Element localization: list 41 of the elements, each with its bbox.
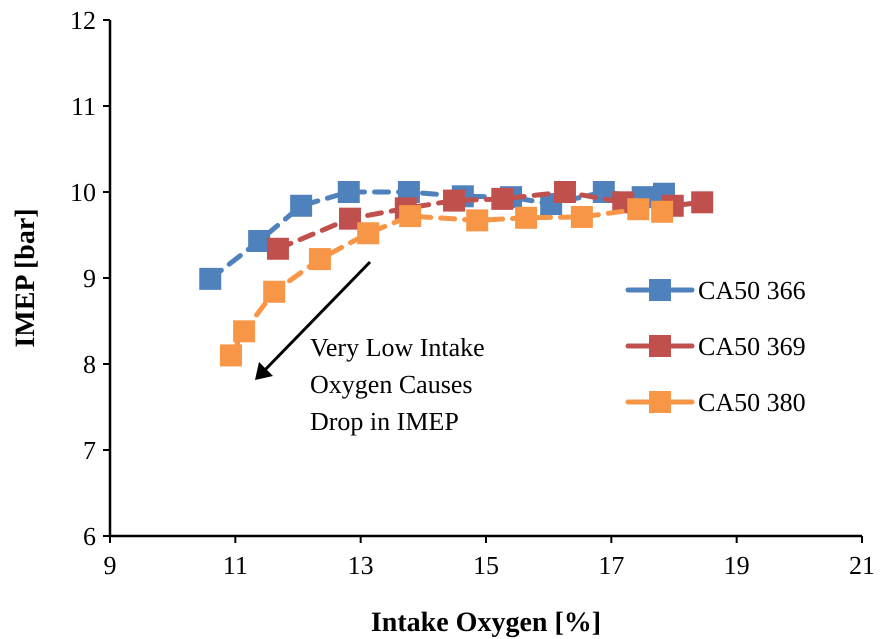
point bbox=[491, 188, 514, 210]
x-tick-label: 13 bbox=[348, 551, 374, 580]
point bbox=[443, 190, 466, 212]
y-tick-label: 10 bbox=[70, 178, 96, 208]
point bbox=[466, 209, 488, 232]
point bbox=[357, 222, 380, 244]
point bbox=[199, 268, 222, 290]
point bbox=[233, 320, 256, 342]
point bbox=[263, 280, 286, 303]
point bbox=[651, 200, 674, 223]
point bbox=[338, 181, 360, 203]
legend-label: CA50 380 bbox=[698, 388, 806, 418]
legend-label: CA50 369 bbox=[698, 332, 806, 362]
point bbox=[399, 205, 422, 228]
point bbox=[290, 194, 312, 217]
legend-label: CA50 366 bbox=[698, 276, 806, 306]
y-tick-label: 6 bbox=[83, 522, 96, 552]
x-tick-label: 17 bbox=[598, 551, 624, 580]
x-tick-label: 9 bbox=[104, 551, 116, 580]
point bbox=[339, 208, 362, 230]
point bbox=[691, 191, 714, 214]
point bbox=[515, 206, 538, 229]
x-tick-label: 19 bbox=[724, 551, 750, 580]
point bbox=[308, 248, 331, 270]
y-tick-label: 7 bbox=[83, 436, 96, 466]
y-tick-label: 11 bbox=[70, 92, 96, 122]
x-tick-label: 11 bbox=[222, 551, 248, 580]
point bbox=[627, 198, 650, 220]
x-tick-label: 15 bbox=[473, 551, 499, 580]
y-tick-label: 9 bbox=[83, 264, 96, 294]
y-axis-title: IMEP [bar] bbox=[10, 208, 41, 348]
point bbox=[554, 181, 576, 203]
point bbox=[266, 238, 289, 260]
point bbox=[220, 344, 242, 366]
y-tick-label: 8 bbox=[83, 350, 96, 380]
y-tick-label: 12 bbox=[70, 6, 96, 36]
x-tick-label: 21 bbox=[849, 551, 875, 580]
point bbox=[570, 206, 593, 228]
point bbox=[248, 230, 270, 252]
x-axis-title: Intake Oxygen [%] bbox=[370, 607, 602, 638]
annotation: Very Low Intake Oxygen Causes Drop in IMEP bbox=[310, 333, 485, 436]
